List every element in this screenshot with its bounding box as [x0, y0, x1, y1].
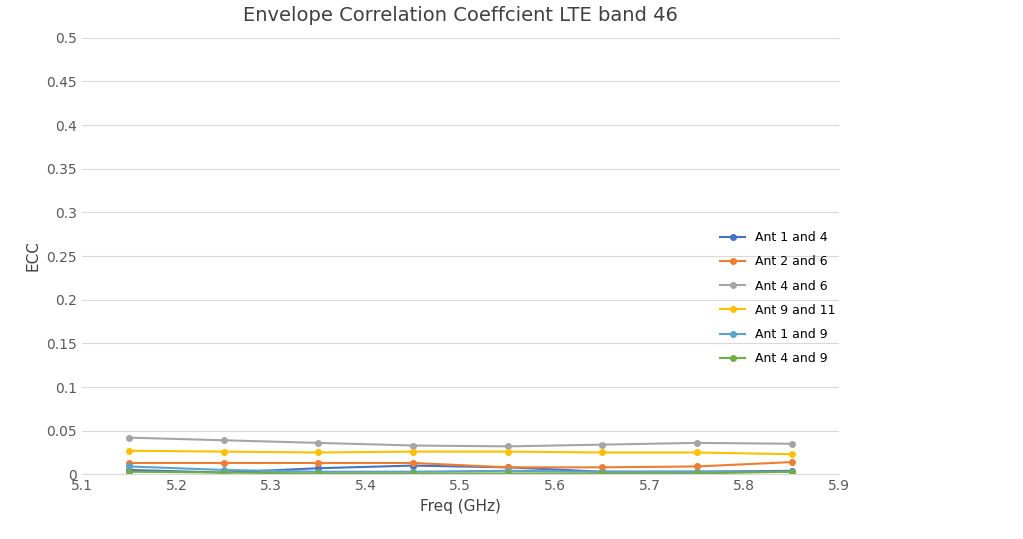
Line: Ant 9 and 11: Ant 9 and 11 [127, 448, 794, 457]
Ant 1 and 9 [596, 468, 609, 475]
Ant 1 and 9 [218, 467, 230, 473]
Ant 1 and 9 [786, 468, 798, 475]
Ant 1 and 9 [407, 468, 419, 475]
Ant 2 and 6 [218, 460, 230, 466]
Y-axis label: ECC: ECC [26, 240, 41, 272]
Ant 2 and 6 [407, 460, 419, 466]
Ant 1 and 4 [596, 468, 609, 475]
Legend: Ant 1 and 4, Ant 2 and 6, Ant 4 and 6, Ant 9 and 11, Ant 1 and 9, Ant 4 and 9: Ant 1 and 4, Ant 2 and 6, Ant 4 and 6, A… [716, 227, 840, 369]
Ant 4 and 9 [407, 470, 419, 476]
Ant 2 and 6 [596, 464, 609, 471]
Ant 1 and 4 [218, 469, 230, 476]
Ant 4 and 6 [312, 440, 324, 446]
Ant 9 and 11 [312, 450, 324, 456]
Ant 4 and 9 [312, 470, 324, 476]
Ant 4 and 6 [407, 443, 419, 449]
Line: Ant 2 and 6: Ant 2 and 6 [127, 459, 794, 470]
Ant 9 and 11 [596, 450, 609, 456]
Ant 9 and 11 [218, 448, 230, 455]
Title: Envelope Correlation Coeffcient LTE band 46: Envelope Correlation Coeffcient LTE band… [242, 6, 678, 25]
Ant 1 and 4 [501, 464, 514, 471]
Ant 4 and 9 [786, 468, 798, 475]
Ant 4 and 6 [691, 440, 703, 446]
Ant 4 and 9 [123, 468, 135, 475]
Ant 9 and 11 [123, 447, 135, 454]
Ant 2 and 6 [123, 460, 135, 466]
Line: Ant 1 and 9: Ant 1 and 9 [127, 464, 794, 474]
Ant 4 and 9 [501, 470, 514, 476]
Ant 4 and 9 [596, 470, 609, 476]
Ant 1 and 9 [123, 463, 135, 469]
Ant 4 and 9 [691, 470, 703, 476]
Ant 1 and 4 [407, 462, 419, 469]
Ant 1 and 9 [501, 468, 514, 474]
Line: Ant 4 and 9: Ant 4 and 9 [127, 469, 794, 476]
Ant 4 and 9 [218, 469, 230, 476]
Ant 1 and 4 [786, 468, 798, 474]
Ant 2 and 6 [312, 460, 324, 466]
Ant 9 and 11 [407, 448, 419, 455]
Ant 1 and 4 [123, 467, 135, 473]
Ant 1 and 9 [691, 468, 703, 475]
X-axis label: Freq (GHz): Freq (GHz) [419, 499, 501, 514]
Ant 4 and 6 [501, 443, 514, 450]
Ant 4 and 6 [218, 437, 230, 444]
Ant 4 and 6 [596, 441, 609, 448]
Ant 1 and 4 [691, 468, 703, 475]
Ant 4 and 6 [123, 434, 135, 441]
Ant 2 and 6 [786, 459, 798, 465]
Ant 1 and 9 [312, 468, 324, 475]
Ant 2 and 6 [501, 464, 514, 471]
Ant 2 and 6 [691, 463, 703, 469]
Ant 9 and 11 [501, 448, 514, 455]
Line: Ant 4 and 6: Ant 4 and 6 [127, 435, 794, 449]
Ant 4 and 6 [786, 440, 798, 447]
Ant 9 and 11 [786, 451, 798, 458]
Ant 9 and 11 [691, 450, 703, 456]
Ant 1 and 4 [312, 465, 324, 472]
Line: Ant 1 and 4: Ant 1 and 4 [127, 463, 794, 475]
